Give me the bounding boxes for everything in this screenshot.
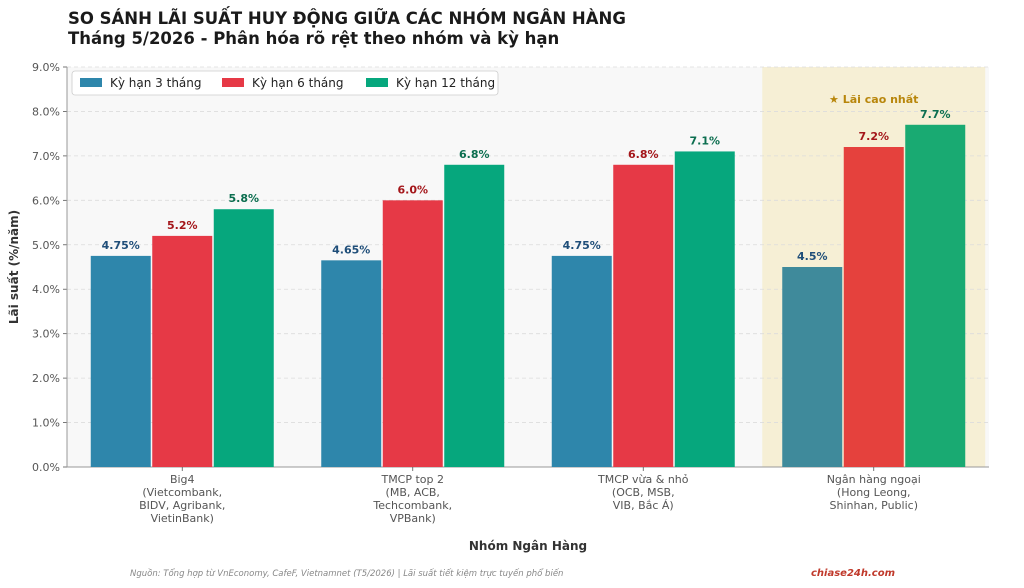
- bar: [613, 164, 674, 467]
- bar: [905, 124, 966, 468]
- x-tick-label: Ngân hàng ngoại (Hong Leong, Shinhan, Publ…: [827, 473, 921, 512]
- bar: [843, 147, 904, 467]
- x-tick-label: TMCP top 2 (MB, ACB, Techcombank, VPBank): [372, 473, 452, 525]
- data-label: 4.75%: [102, 239, 140, 252]
- y-tick-label: 9.0%: [32, 61, 60, 74]
- legend-label: Kỳ hạn 12 tháng: [396, 76, 495, 90]
- bar: [444, 164, 505, 467]
- y-tick-label: 5.0%: [32, 239, 60, 252]
- data-label: 6.8%: [459, 148, 490, 161]
- y-axis-title: Lãi suất (%/năm): [7, 210, 21, 324]
- highlight-label: ★ Lãi cao nhất: [829, 93, 918, 106]
- bar: [674, 151, 735, 467]
- bar: [321, 260, 382, 467]
- legend-label: Kỳ hạn 3 tháng: [110, 76, 202, 90]
- y-tick-label: 8.0%: [32, 105, 60, 118]
- legend-label: Kỳ hạn 6 tháng: [252, 76, 344, 90]
- bar: [152, 235, 213, 467]
- y-tick-label: 0.0%: [32, 461, 60, 474]
- data-label: 5.8%: [228, 192, 259, 205]
- x-tick-label: Big4 (Vietcombank, BIDV, Agribank, VietinBa…: [139, 473, 225, 525]
- data-label: 6.8%: [628, 148, 659, 161]
- y-tick-label: 6.0%: [32, 194, 60, 207]
- legend: Kỳ hạn 3 tháng Kỳ hạn 6 tháng Kỳ hạn 12 th…: [71, 70, 499, 96]
- y-tick-label: 7.0%: [32, 150, 60, 163]
- legend-swatch: [222, 78, 244, 87]
- y-tick-label: 1.0%: [32, 417, 60, 430]
- x-tick-label: TMCP vừa & nhỏ (OCB, MSB, VIB, Bắc Á): [597, 473, 689, 512]
- data-label: 7.2%: [858, 130, 889, 143]
- legend-swatch: [366, 78, 388, 87]
- data-label: 4.5%: [797, 250, 828, 263]
- bar: [551, 255, 612, 467]
- chart-title: SO SÁNH LÃI SUẤT HUY ĐỘNG GIỮA CÁC NHÓM …: [68, 9, 626, 28]
- brand-label: chiase24h.com: [811, 568, 896, 579]
- y-tick-label: 3.0%: [32, 328, 60, 341]
- chart-subtitle: Tháng 5/2026 - Phân hóa rõ rệt theo nhóm…: [68, 29, 560, 48]
- y-tick-label: 4.0%: [32, 283, 60, 296]
- data-label: 6.0%: [397, 183, 428, 196]
- data-label: 7.1%: [689, 134, 720, 147]
- data-label: 4.65%: [332, 243, 370, 256]
- x-axis-title: Nhóm Ngân Hàng: [469, 539, 587, 553]
- bar: [90, 255, 151, 467]
- data-label: 5.2%: [167, 219, 198, 232]
- legend-box: [71, 70, 499, 96]
- bar: [213, 209, 274, 467]
- y-tick-label: 2.0%: [32, 372, 60, 385]
- source-note: Nguồn: Tổng hợp từ VnEconomy, CafeF, Vie…: [130, 569, 564, 579]
- data-label: 7.7%: [920, 108, 951, 121]
- bar: [382, 200, 443, 468]
- legend-swatch: [80, 78, 102, 87]
- bar: [782, 267, 843, 467]
- data-label: 4.75%: [563, 239, 601, 252]
